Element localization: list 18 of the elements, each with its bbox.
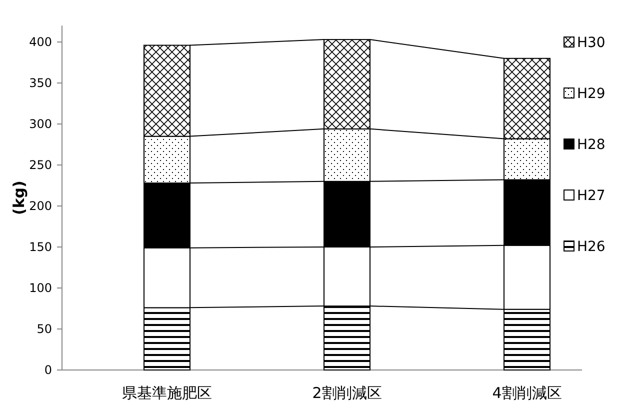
y-tick-label: 100 bbox=[29, 281, 52, 295]
y-tick-label: 300 bbox=[29, 117, 52, 131]
y-tick-label: 350 bbox=[29, 76, 52, 90]
y-tick-label: 250 bbox=[29, 158, 52, 172]
y-tick-label: 200 bbox=[29, 199, 52, 213]
legend-label: H30 bbox=[577, 35, 606, 51]
x-tick-label: 2割削減区 bbox=[312, 384, 382, 402]
y-tick-label: 50 bbox=[36, 322, 52, 336]
y-axis-title: (kg) bbox=[10, 180, 28, 216]
legend-label: H28 bbox=[577, 137, 606, 153]
x-tick-label: 県基準施肥区 bbox=[122, 384, 212, 402]
y-tick-label: 150 bbox=[29, 240, 52, 254]
y-tick-label: 0 bbox=[44, 363, 52, 377]
legend-label: H29 bbox=[577, 86, 606, 102]
legend-label: H27 bbox=[577, 188, 606, 204]
legend-label: H26 bbox=[577, 239, 606, 255]
y-tick-label: 400 bbox=[29, 35, 52, 49]
x-tick-label: 4割削減区 bbox=[492, 384, 562, 402]
